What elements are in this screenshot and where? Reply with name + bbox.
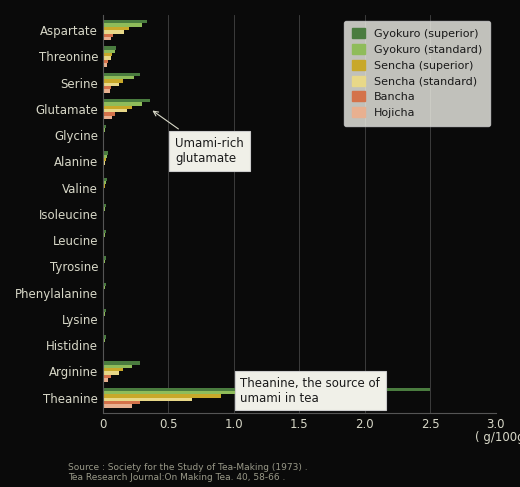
Bar: [103, 394, 221, 398]
Bar: [103, 168, 104, 171]
Bar: [103, 161, 105, 165]
Bar: [103, 76, 134, 79]
Bar: [103, 158, 106, 161]
Bar: [103, 187, 105, 191]
Bar: [103, 237, 105, 240]
Bar: [103, 60, 108, 63]
Bar: [103, 83, 119, 86]
Bar: [103, 335, 106, 338]
Bar: [103, 102, 142, 106]
Bar: [103, 112, 115, 115]
Bar: [103, 178, 107, 181]
Bar: [103, 73, 140, 76]
Bar: [103, 165, 105, 168]
Bar: [103, 256, 106, 260]
Bar: [103, 338, 105, 342]
Bar: [103, 391, 306, 394]
Bar: [103, 240, 104, 244]
Text: Theanine, the source of
umami in tea: Theanine, the source of umami in tea: [240, 376, 380, 405]
Bar: [103, 132, 105, 135]
Bar: [103, 79, 123, 83]
Bar: [103, 115, 112, 119]
Bar: [103, 99, 150, 102]
Text: Umami-rich
glutamate: Umami-rich glutamate: [153, 111, 244, 165]
Bar: [103, 230, 106, 233]
Bar: [103, 375, 111, 378]
Bar: [103, 378, 108, 382]
Bar: [103, 368, 123, 372]
Bar: [103, 50, 115, 53]
Legend: Gyokuro (superior), Gyokuro (standard), Sencha (superior), Sencha (standard), Ba: Gyokuro (superior), Gyokuro (standard), …: [344, 20, 490, 126]
Bar: [103, 129, 105, 132]
Bar: [103, 135, 104, 138]
X-axis label: ( g/100g ): ( g/100g ): [475, 431, 520, 444]
Bar: [103, 398, 192, 401]
Bar: [103, 27, 129, 30]
Bar: [103, 34, 113, 37]
Bar: [103, 37, 111, 40]
Bar: [103, 20, 148, 23]
Bar: [103, 405, 132, 408]
Bar: [103, 210, 105, 214]
Bar: [103, 293, 104, 296]
Bar: [103, 46, 116, 50]
Bar: [103, 23, 142, 27]
Bar: [103, 184, 105, 187]
Bar: [103, 106, 132, 109]
Bar: [103, 90, 110, 93]
Bar: [103, 309, 106, 312]
Bar: [103, 30, 124, 34]
Bar: [103, 289, 105, 293]
Bar: [103, 319, 104, 322]
Bar: [103, 207, 105, 210]
Bar: [103, 365, 132, 368]
Bar: [103, 361, 140, 365]
Bar: [103, 312, 105, 316]
Bar: [103, 194, 104, 198]
Bar: [103, 345, 104, 349]
Bar: [103, 342, 105, 345]
Bar: [103, 191, 104, 194]
Bar: [103, 263, 105, 266]
Bar: [103, 181, 106, 184]
Bar: [103, 286, 105, 289]
Text: Source : Society for the Study of Tea-Making (1973) .
Tea Research Journal:On Ma: Source : Society for the Study of Tea-Ma…: [68, 463, 307, 482]
Bar: [103, 316, 105, 319]
Bar: [103, 86, 111, 90]
Bar: [103, 401, 140, 405]
Bar: [103, 260, 105, 263]
Bar: [103, 266, 104, 270]
Bar: [103, 56, 111, 60]
Bar: [103, 204, 106, 207]
Bar: [103, 233, 105, 237]
Bar: [103, 109, 126, 112]
Bar: [103, 388, 430, 391]
Bar: [103, 372, 119, 375]
Bar: [103, 282, 106, 286]
Bar: [103, 125, 106, 129]
Bar: [103, 151, 108, 155]
Bar: [103, 214, 104, 217]
Bar: [103, 63, 107, 67]
Bar: [103, 53, 112, 56]
Bar: [103, 155, 107, 158]
